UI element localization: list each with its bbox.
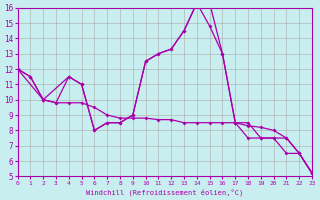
X-axis label: Windchill (Refroidissement éolien,°C): Windchill (Refroidissement éolien,°C) [86, 188, 244, 196]
